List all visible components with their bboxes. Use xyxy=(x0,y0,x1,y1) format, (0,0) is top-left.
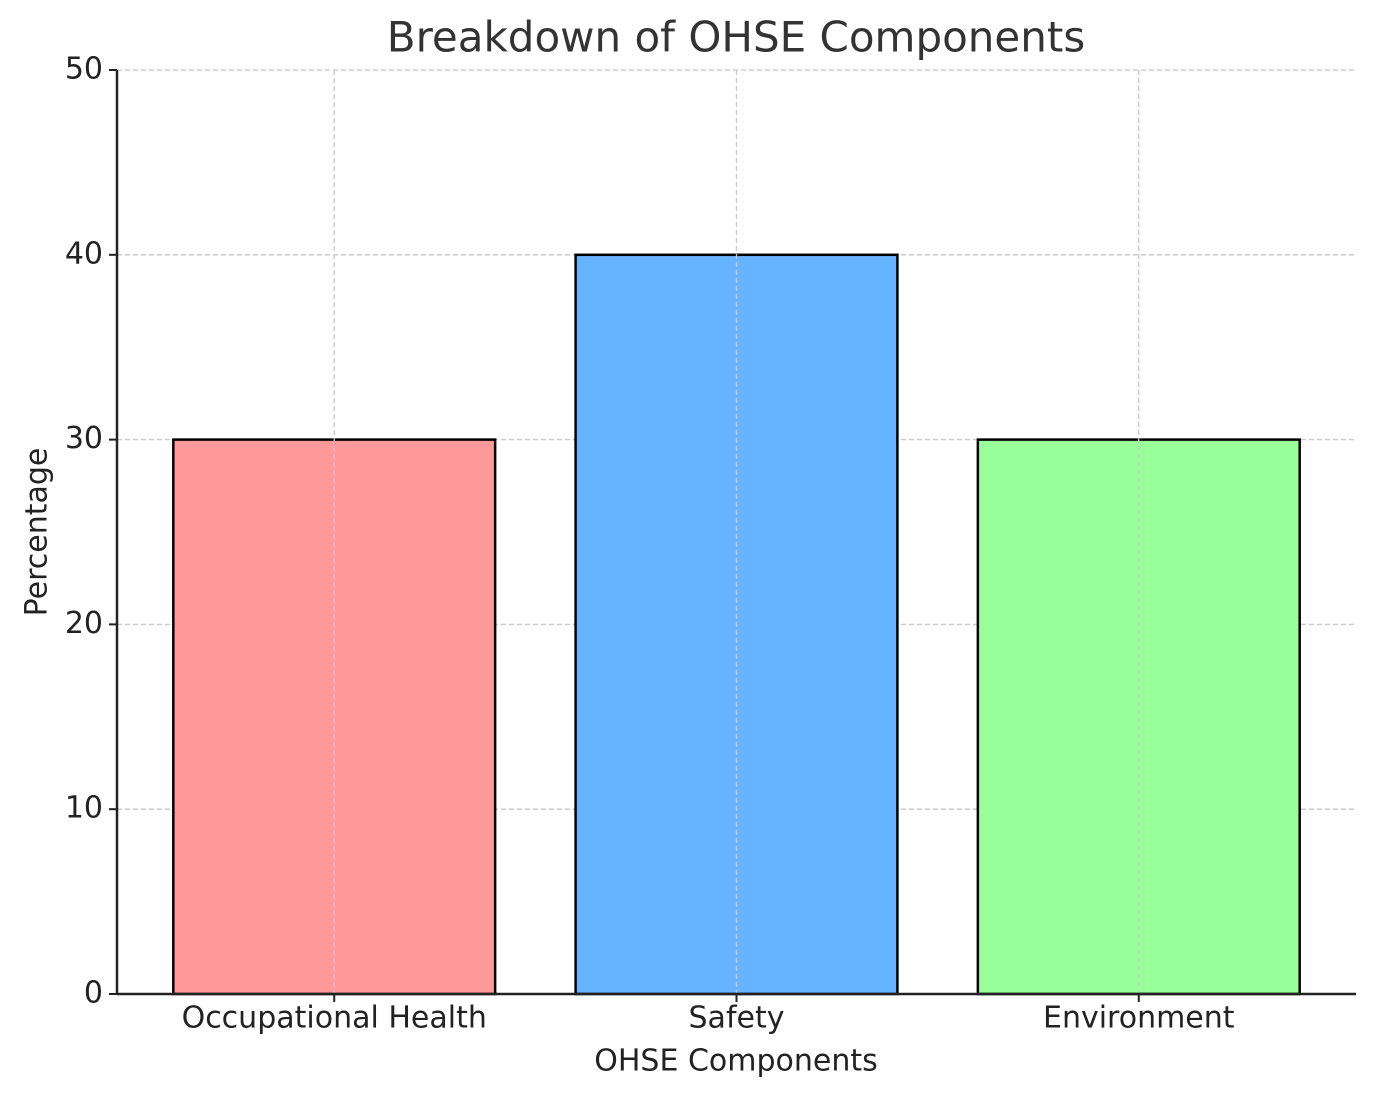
y-tick-label: 40 xyxy=(65,236,103,271)
x-tick-label: Occupational Health xyxy=(182,1001,487,1036)
y-tick-label: 10 xyxy=(65,791,103,826)
x-axis-label: OHSE Components xyxy=(594,1044,878,1079)
x-tick-label: Environment xyxy=(1043,1001,1235,1036)
x-tick-label: Safety xyxy=(689,1001,785,1036)
y-axis-label: Percentage xyxy=(20,448,55,617)
y-tick-label: 30 xyxy=(65,421,103,456)
chart-title: Breakdown of OHSE Components xyxy=(387,13,1085,62)
y-tick-label: 50 xyxy=(65,52,103,87)
y-tick-label: 0 xyxy=(84,976,103,1011)
y-tick-label: 20 xyxy=(65,606,103,641)
